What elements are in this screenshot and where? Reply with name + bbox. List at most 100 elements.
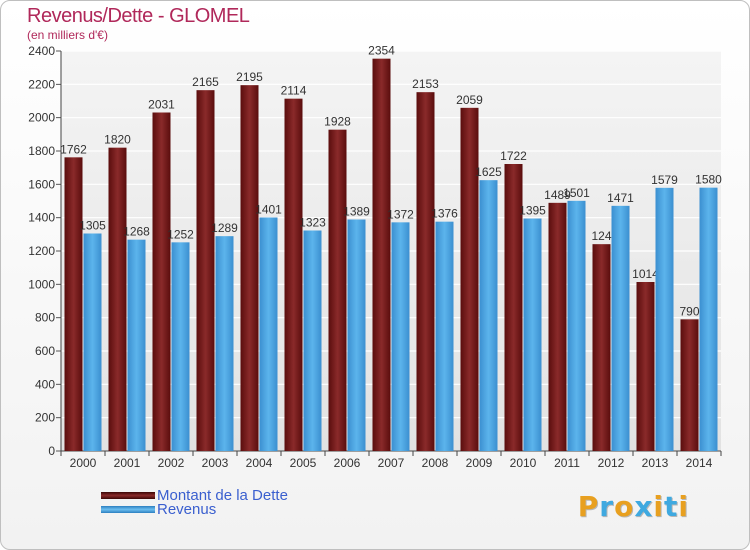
data-label-dette: 1762 bbox=[60, 142, 87, 156]
legend-item-dette: Montant de la Dette bbox=[101, 487, 288, 504]
data-label-revenus: 1376 bbox=[431, 207, 458, 221]
y-tick-label: 1400 bbox=[28, 211, 55, 225]
x-tick-label: 2002 bbox=[158, 456, 185, 470]
logo-letter: x bbox=[634, 490, 654, 523]
data-label-dette: 790 bbox=[679, 304, 699, 318]
bar-revenus bbox=[303, 230, 322, 451]
x-tick-label: 2011 bbox=[554, 456, 580, 470]
bar-dette bbox=[592, 244, 611, 451]
data-label-dette: 1928 bbox=[324, 115, 351, 129]
data-label-revenus: 1252 bbox=[167, 227, 194, 241]
proxiti-logo: Proxiti bbox=[578, 490, 689, 523]
logo-letter: i bbox=[678, 490, 689, 523]
bar-revenus bbox=[259, 217, 278, 451]
bar-dette bbox=[372, 58, 391, 452]
data-label-revenus: 1579 bbox=[651, 173, 678, 187]
x-tick-label: 2003 bbox=[202, 456, 229, 470]
data-label-revenus: 1268 bbox=[123, 225, 150, 239]
data-label-revenus: 1580 bbox=[695, 173, 722, 187]
x-tick-label: 2005 bbox=[290, 456, 317, 470]
bar-dette bbox=[548, 202, 567, 451]
legend-item-revenus: Revenus bbox=[101, 501, 216, 518]
data-label-revenus: 1323 bbox=[299, 216, 326, 230]
bar-dette bbox=[460, 107, 479, 451]
bar-revenus bbox=[435, 221, 454, 451]
bar-revenus bbox=[567, 200, 586, 451]
legend-label-dette: Montant de la Dette bbox=[157, 487, 288, 504]
data-label-revenus: 1395 bbox=[519, 204, 546, 218]
bar-revenus bbox=[83, 233, 102, 451]
bar-dette bbox=[328, 129, 347, 451]
bar-revenus bbox=[171, 242, 190, 451]
data-label-dette: 2153 bbox=[412, 77, 439, 91]
data-label-dette: 2059 bbox=[456, 93, 483, 107]
x-tick-label: 2009 bbox=[466, 456, 493, 470]
bar-dette bbox=[152, 112, 171, 451]
legend-swatch-dette bbox=[101, 492, 155, 499]
y-tick-label: 800 bbox=[35, 311, 55, 325]
x-tick-label: 2006 bbox=[334, 456, 361, 470]
y-tick-label: 2000 bbox=[28, 111, 55, 125]
logo-letter: r bbox=[599, 490, 615, 523]
bar-dette bbox=[284, 98, 303, 452]
data-label-revenus: 1401 bbox=[255, 203, 282, 217]
bar-revenus bbox=[655, 187, 674, 452]
bar-revenus bbox=[391, 222, 410, 451]
y-tick-label: 1200 bbox=[28, 244, 55, 258]
bar-revenus bbox=[347, 219, 366, 451]
x-tick-label: 2012 bbox=[598, 456, 625, 470]
data-label-dette: 2165 bbox=[192, 75, 219, 89]
y-tick-label: 1000 bbox=[28, 277, 55, 291]
y-tick-label: 2400 bbox=[28, 44, 55, 58]
bar-dette bbox=[680, 319, 699, 451]
data-label-revenus: 1625 bbox=[475, 165, 502, 179]
data-label-revenus: 1389 bbox=[343, 205, 370, 219]
legend-label-revenus: Revenus bbox=[157, 501, 217, 518]
bar-dette bbox=[416, 92, 435, 452]
x-tick-label: 2007 bbox=[378, 456, 405, 470]
data-label-revenus: 1289 bbox=[211, 221, 238, 235]
data-label-revenus: 1305 bbox=[79, 219, 106, 233]
data-label-revenus: 1471 bbox=[607, 191, 634, 205]
y-tick-label: 0 bbox=[48, 444, 55, 458]
bar-dette bbox=[196, 90, 215, 452]
y-tick-label: 200 bbox=[35, 411, 55, 425]
data-label-revenus: 1372 bbox=[387, 207, 414, 221]
data-label-dette: 2195 bbox=[236, 70, 263, 84]
y-tick-label: 400 bbox=[35, 377, 55, 391]
y-tick-label: 1600 bbox=[28, 177, 55, 191]
logo-letter: i bbox=[653, 490, 664, 523]
logo-letter: P bbox=[577, 490, 600, 523]
y-tick-label: 600 bbox=[35, 344, 55, 358]
bar-revenus bbox=[479, 180, 498, 451]
bar-revenus bbox=[215, 236, 234, 451]
data-label-dette: 2114 bbox=[281, 84, 307, 98]
data-label-dette: 1014 bbox=[632, 267, 659, 281]
y-tick-label: 1800 bbox=[28, 144, 55, 158]
logo-letter: t bbox=[664, 490, 679, 523]
bar-dette bbox=[504, 164, 523, 451]
x-tick-label: 2010 bbox=[510, 456, 537, 470]
chart-title: Revenus/Dette - GLOMEL bbox=[27, 5, 250, 27]
x-tick-label: 2001 bbox=[114, 456, 141, 470]
data-label-dette: 2031 bbox=[148, 98, 175, 112]
logo-letter: o bbox=[614, 490, 635, 523]
bar-dette bbox=[64, 157, 83, 452]
y-tick-label: 2200 bbox=[28, 77, 55, 91]
x-tick-label: 2013 bbox=[642, 456, 669, 470]
data-label-revenus: 1501 bbox=[563, 186, 590, 200]
bar-dette bbox=[636, 282, 655, 451]
bar-dette bbox=[240, 85, 259, 452]
bar-revenus bbox=[611, 205, 630, 451]
x-tick-label: 2000 bbox=[70, 456, 97, 470]
bar-dette bbox=[108, 147, 127, 451]
bar-revenus bbox=[127, 239, 146, 451]
x-tick-label: 2004 bbox=[246, 456, 273, 470]
data-label-dette: 124 bbox=[591, 229, 611, 243]
x-tick-label: 2008 bbox=[422, 456, 449, 470]
data-label-dette: 2354 bbox=[368, 44, 395, 58]
x-tick-label: 2014 bbox=[686, 456, 713, 470]
bar-revenus bbox=[699, 187, 718, 451]
